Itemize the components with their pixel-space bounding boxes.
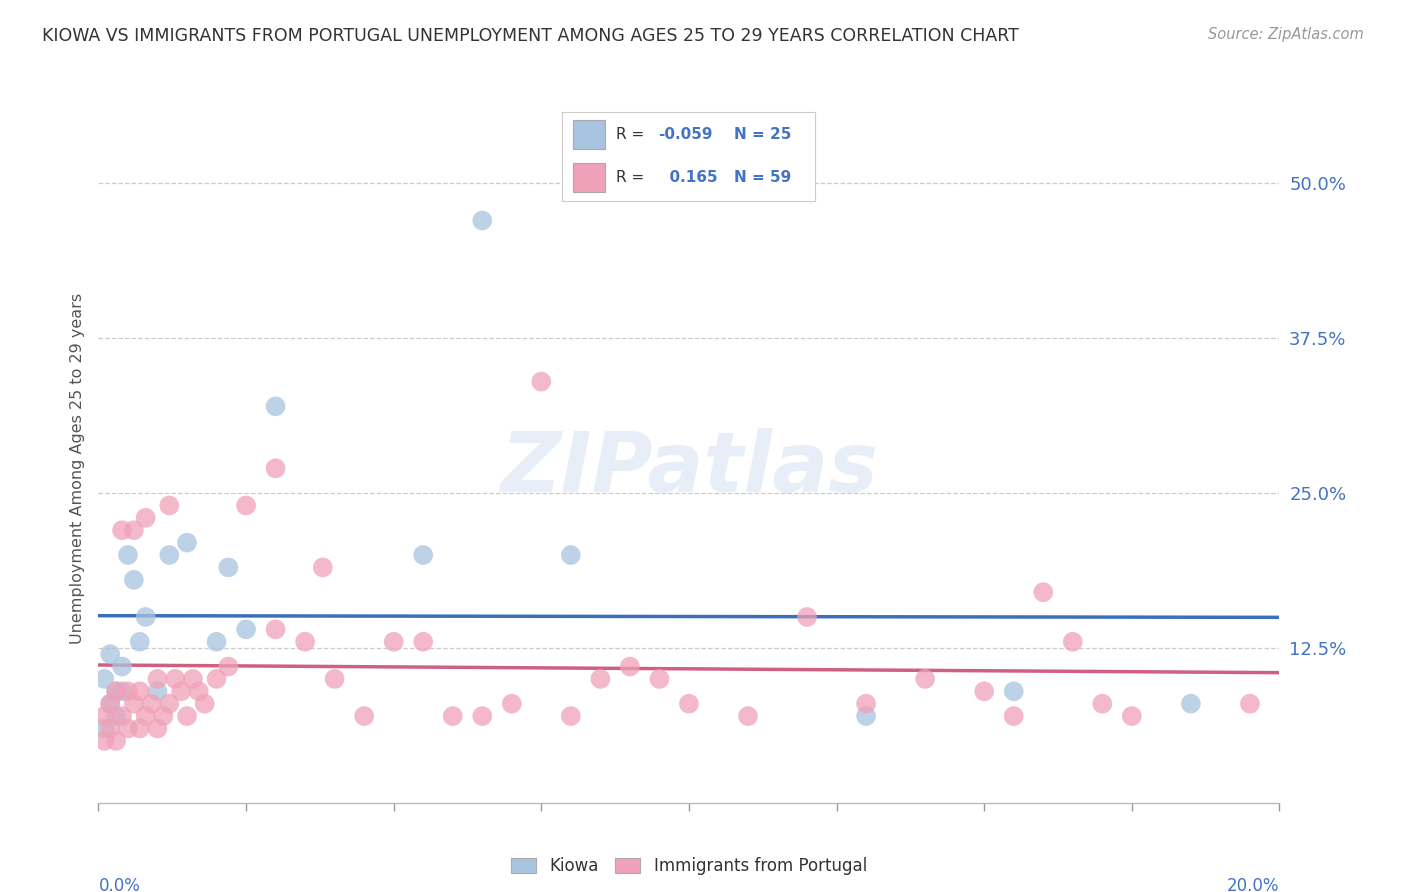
Point (1002, 684, 1025, 698)
Point (128, 722, 150, 736)
Point (93, 709, 115, 723)
Point (560, 548, 582, 562)
Point (122, 523, 145, 537)
Point (205, 672, 228, 686)
Point (170, 684, 193, 698)
Point (152, 709, 174, 723)
Point (93, 722, 115, 736)
Point (1002, 709, 1025, 723)
Point (93, 672, 115, 686)
Point (855, 697, 877, 711)
Text: Source: ZipAtlas.com: Source: ZipAtlas.com (1208, 27, 1364, 42)
Point (146, 684, 169, 698)
Point (589, 672, 612, 686)
Point (530, 375, 553, 389)
Point (1091, 697, 1114, 711)
Point (141, 697, 163, 711)
Point (165, 672, 187, 686)
Point (135, 511, 157, 525)
Point (1032, 585, 1054, 599)
Point (128, 684, 150, 698)
Point (312, 560, 335, 574)
Point (382, 634, 405, 648)
Point (648, 672, 671, 686)
Point (619, 659, 641, 673)
Point (235, 623, 257, 637)
Point (105, 709, 128, 723)
Point (122, 697, 145, 711)
Point (181, 672, 204, 686)
Point (93, 734, 115, 748)
Point (157, 697, 180, 711)
Text: ZIPatlas: ZIPatlas (501, 428, 877, 508)
Point (105, 684, 128, 698)
Bar (572, 120, 606, 149)
Bar (572, 163, 606, 192)
Point (264, 623, 287, 637)
Point (412, 634, 434, 648)
Point (111, 684, 134, 698)
Point (471, 213, 494, 227)
Text: N = 25: N = 25 (734, 128, 792, 142)
Point (117, 548, 139, 562)
Text: R =: R = (616, 170, 648, 185)
Point (323, 672, 346, 686)
Point (157, 548, 180, 562)
Point (441, 709, 464, 723)
Point (122, 573, 145, 587)
Point (176, 535, 198, 549)
Point (146, 722, 169, 736)
Point (98, 697, 121, 711)
Point (146, 672, 169, 686)
Point (194, 697, 217, 711)
Point (105, 734, 128, 748)
Point (111, 659, 134, 673)
Point (105, 684, 128, 698)
Point (471, 709, 494, 723)
Point (98, 647, 121, 661)
Point (796, 610, 818, 624)
Point (117, 684, 139, 698)
Point (135, 610, 157, 624)
Text: KIOWA VS IMMIGRANTS FROM PORTUGAL UNEMPLOYMENT AMONG AGES 25 TO 29 YEARS CORRELA: KIOWA VS IMMIGRANTS FROM PORTUGAL UNEMPL… (42, 27, 1019, 45)
Point (973, 684, 995, 698)
Point (412, 548, 434, 562)
Point (353, 709, 375, 723)
Point (560, 709, 582, 723)
Point (217, 560, 239, 574)
Legend: Kiowa, Immigrants from Portugal: Kiowa, Immigrants from Portugal (505, 850, 873, 881)
Text: R =: R = (616, 128, 648, 142)
Point (855, 709, 877, 723)
Point (187, 684, 209, 698)
Point (217, 659, 239, 673)
Point (264, 461, 287, 475)
Text: 20.0%: 20.0% (1227, 877, 1279, 892)
Point (501, 697, 523, 711)
Point (1121, 709, 1143, 723)
Point (1062, 634, 1084, 648)
Point (737, 709, 759, 723)
Y-axis label: Unemployment Among Ages 25 to 29 years: Unemployment Among Ages 25 to 29 years (69, 293, 84, 644)
Point (135, 709, 157, 723)
Point (111, 523, 134, 537)
Point (1239, 697, 1261, 711)
Point (117, 722, 139, 736)
Point (264, 400, 287, 414)
Point (678, 697, 700, 711)
Text: N = 59: N = 59 (734, 170, 792, 185)
Point (111, 709, 134, 723)
Point (176, 709, 198, 723)
Point (157, 499, 180, 513)
Point (205, 634, 228, 648)
Point (128, 634, 150, 648)
Point (1180, 697, 1202, 711)
Text: -0.059: -0.059 (658, 128, 713, 142)
Point (294, 634, 316, 648)
Point (98, 722, 121, 736)
Text: 0.165: 0.165 (658, 170, 717, 185)
Point (235, 499, 257, 513)
Text: 0.0%: 0.0% (98, 877, 141, 892)
Point (914, 672, 936, 686)
Point (98, 697, 121, 711)
